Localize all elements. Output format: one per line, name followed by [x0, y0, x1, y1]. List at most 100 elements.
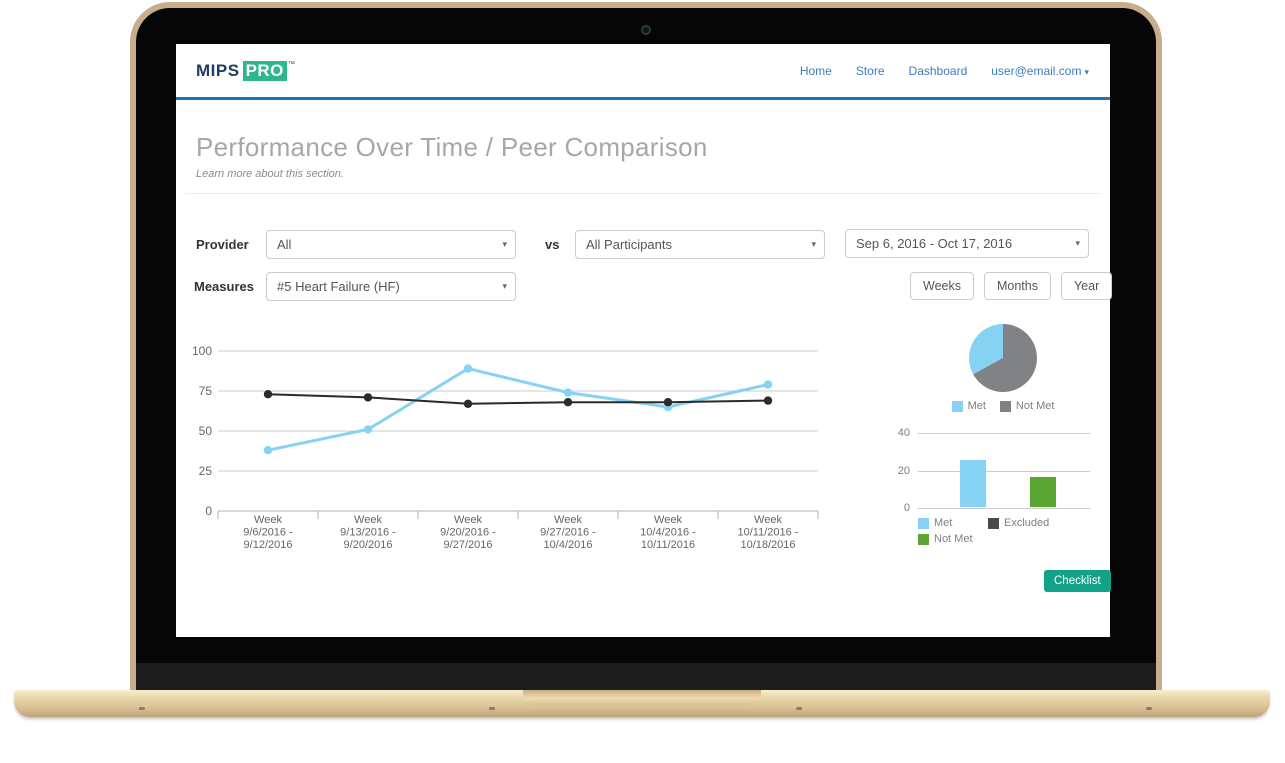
base-foot-dot: [489, 707, 495, 710]
x-category-label: Week: [254, 514, 282, 526]
legend-label: Met: [967, 400, 986, 412]
data-point: [363, 425, 373, 434]
data-point: [463, 399, 473, 408]
legend-item: Not Met: [999, 400, 1055, 412]
met-bar-chart: 0 20 40: [898, 427, 1090, 514]
pie-legend: Met Not Met: [917, 400, 1089, 412]
measures-select[interactable]: #5 Heart Failure (HF) ▾: [266, 272, 516, 301]
x-category-label: Week: [454, 514, 482, 526]
gridline: [918, 433, 1090, 434]
date-range-select[interactable]: Sep 6, 2016 - Oct 17, 2016 ▾: [845, 229, 1089, 258]
x-category-label: 10/11/2016: [641, 539, 695, 551]
legend-item: Met: [951, 400, 986, 412]
y-tick-label: 20: [897, 464, 910, 477]
camera-dot: [641, 25, 651, 35]
mipspro-logo[interactable]: MIPS PRO ™: [196, 60, 295, 81]
y-tick-label: 50: [199, 424, 213, 438]
caret-down-icon: ▾: [502, 281, 507, 291]
legend-label: Met: [934, 517, 953, 529]
logo-text-mips: MIPS: [196, 60, 240, 80]
date-range-value: Sep 6, 2016 - Oct 17, 2016: [856, 236, 1013, 251]
measures-label: Measures: [194, 279, 254, 294]
x-category-label: Week: [754, 514, 782, 526]
bar-met: [960, 460, 986, 507]
legend-item: Not Met: [918, 533, 988, 545]
data-point: [563, 388, 573, 397]
year-button[interactable]: Year: [1060, 272, 1113, 300]
legend-item: Excluded: [988, 517, 1049, 529]
legend-label: Excluded: [1004, 517, 1050, 529]
bar-legend: Met Excluded Not Met: [918, 517, 1049, 545]
data-point: [363, 393, 373, 402]
main-nav: Home Store Dashboard user@email.com ▾: [800, 64, 1089, 78]
weeks-button[interactable]: Weeks: [910, 272, 974, 300]
caret-down-icon: ▾: [811, 239, 816, 249]
x-category-label: 9/27/2016: [444, 539, 493, 551]
caret-down-icon: ▾: [1075, 238, 1080, 248]
data-point: [463, 364, 473, 373]
divider: [185, 193, 1101, 194]
caret-down-icon: ▾: [1084, 66, 1089, 77]
base-foot-dot: [139, 707, 145, 710]
laptop-hinge-notch: [523, 690, 761, 705]
y-tick-label: 0: [903, 502, 910, 514]
base-foot-dot: [1146, 707, 1152, 710]
page-title: Performance Over Time / Peer Comparison: [196, 132, 708, 162]
browser-viewport: MIPS PRO ™ Home Store Dashboard user@ema…: [176, 44, 1113, 637]
data-point: [663, 398, 673, 407]
data-point: [263, 390, 273, 399]
site-header: MIPS PRO ™ Home Store Dashboard user@ema…: [176, 44, 1110, 100]
data-point: [763, 396, 773, 405]
line-series: [267, 367, 769, 452]
legend-swatch: [999, 400, 1011, 412]
data-point: [763, 380, 773, 389]
x-category-label: 9/20/2016: [344, 539, 393, 551]
nav-user-label: user@email.com: [991, 63, 1082, 78]
legend-label: Not Met: [934, 533, 973, 545]
x-category-label: 10/18/2016: [740, 539, 795, 551]
x-category-label: 10/4/2016 -: [640, 527, 696, 539]
met-pie-chart: [969, 324, 1037, 392]
provider-select-value: All: [277, 237, 292, 252]
nav-user-menu[interactable]: user@email.com ▾: [991, 64, 1089, 78]
checklist-button[interactable]: Checklist: [1044, 570, 1111, 592]
line-series: [267, 393, 769, 405]
legend-swatch: [988, 517, 999, 529]
caret-down-icon: ▾: [502, 239, 507, 249]
y-tick-label: 40: [897, 427, 910, 439]
legend-swatch: [918, 533, 929, 545]
provider-label: Provider: [196, 237, 249, 252]
legend-swatch: [951, 400, 963, 412]
participants-select[interactable]: All Participants ▾: [575, 230, 825, 259]
nav-dashboard[interactable]: Dashboard: [908, 63, 968, 78]
months-button[interactable]: Months: [983, 272, 1051, 300]
x-category-label: 9/27/2016 -: [540, 527, 596, 539]
trademark-symbol: ™: [287, 60, 295, 68]
learn-more-link[interactable]: Learn more about this section.: [196, 168, 344, 180]
legend-swatch: [918, 517, 929, 529]
x-category-label: Week: [354, 514, 382, 526]
x-category-label: Week: [554, 514, 582, 526]
x-category-label: 9/20/2016 -: [440, 527, 496, 539]
nav-store[interactable]: Store: [855, 63, 885, 78]
x-category-label: 9/13/2016 -: [340, 527, 396, 539]
vs-label: vs: [545, 237, 560, 252]
y-tick-label: 0: [205, 504, 212, 518]
y-tick-label: 75: [199, 384, 213, 398]
x-category-label: 9/6/2016 -: [243, 527, 293, 539]
gridline: [918, 470, 1090, 472]
x-category-label: 10/4/2016: [544, 539, 593, 551]
laptop-hinge-strip: [136, 663, 1156, 690]
laptop-screen: MIPS PRO ™ Home Store Dashboard user@ema…: [130, 2, 1162, 690]
logo-text-pro: PRO: [242, 60, 287, 81]
data-point: [563, 398, 573, 407]
provider-select[interactable]: All ▾: [266, 230, 516, 259]
laptop-base: [14, 690, 1270, 717]
legend-label: Not Met: [1015, 400, 1055, 412]
y-tick-label: 100: [192, 344, 212, 358]
data-point: [263, 446, 273, 455]
x-category-label: Week: [654, 514, 682, 526]
nav-home[interactable]: Home: [799, 63, 832, 78]
x-category-label: 10/11/2016 -: [738, 527, 799, 539]
